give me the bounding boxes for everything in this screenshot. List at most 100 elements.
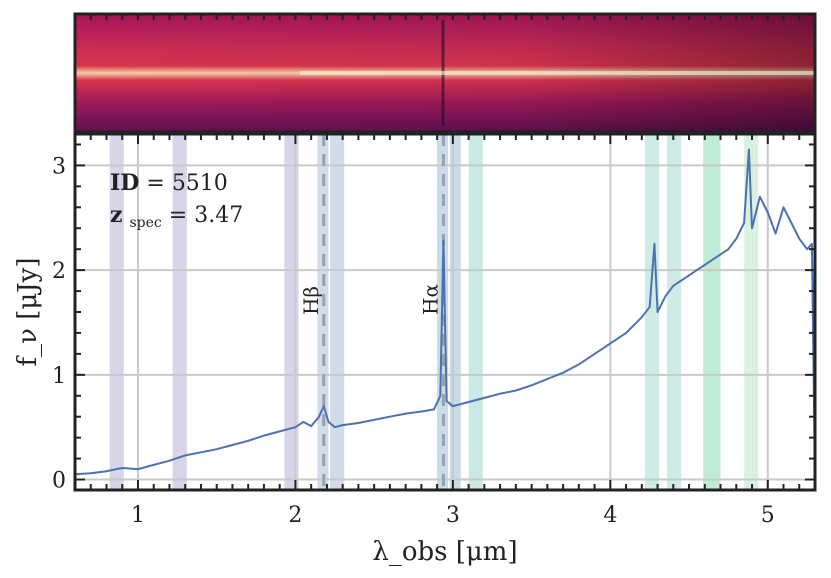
annotation-id-equals: =	[146, 171, 171, 196]
spectrum-point-49	[680, 279, 683, 282]
y-axis-label: f_ν [μJy]	[13, 258, 43, 367]
spectrum-point-19	[327, 421, 330, 423]
x-axis-label: λ_obs [μm]	[372, 537, 517, 567]
spectrum-point-41	[609, 342, 612, 345]
spectrum-point-21	[341, 424, 344, 426]
emission-line-label-0: Hβ	[299, 286, 323, 315]
spectrum-point-45	[653, 243, 656, 245]
filter-band-6	[449, 134, 461, 490]
spectrum-point-6	[168, 459, 171, 462]
spectrum-point-42	[625, 332, 627, 334]
spectrum-point-28	[439, 394, 442, 397]
spectrum-point-24	[388, 415, 391, 418]
spectrum-point-67	[810, 243, 813, 245]
spectrum-point-15	[302, 421, 305, 423]
spectrum-point-48	[672, 284, 675, 287]
spectrum-point-25	[404, 412, 407, 415]
spectrum-point-57	[743, 222, 746, 224]
spectrum-point-22	[357, 422, 360, 424]
spectrum-point-18	[322, 405, 325, 408]
spectrum-point-13	[278, 430, 281, 433]
spectrum-point-43	[640, 316, 643, 319]
spectrum-point-50	[688, 274, 690, 277]
filter-band-11	[744, 134, 759, 490]
spectrum-point-54	[719, 253, 722, 256]
annotation-id-label: ID	[110, 170, 139, 196]
spectrum-point-12	[263, 434, 265, 437]
x-tick-label-5: 5	[761, 503, 775, 528]
spectrum-point-60	[758, 195, 761, 198]
spectrum-point-8	[200, 451, 202, 454]
spectrum-point-35	[514, 389, 517, 392]
spectrum-point-34	[499, 392, 502, 395]
x-tick-label-3: 3	[446, 503, 460, 528]
spectrum-point-55	[727, 248, 730, 251]
spectrum-point-58	[747, 148, 750, 151]
spectrum-point-3	[121, 467, 124, 469]
spectrum-point-56	[735, 237, 738, 240]
annotation-z: z spec = 3.47	[110, 202, 243, 233]
spectrum-point-51	[696, 269, 698, 272]
spectrum-point-62	[774, 232, 777, 235]
x-tick-label-1: 1	[131, 503, 145, 528]
y-tick-label-3: 3	[52, 154, 66, 179]
spectrum-point-33	[483, 396, 486, 399]
y-tick-label-2: 2	[52, 259, 66, 284]
spectrum-point-65	[798, 237, 801, 240]
filter-band-9	[667, 134, 682, 490]
annotation-z-equals: =	[169, 203, 194, 228]
spectrum-point-11	[247, 439, 250, 442]
filter-band-8	[644, 134, 660, 490]
filter-band-0	[109, 134, 124, 490]
annotation-z-value: 3.47	[194, 203, 243, 228]
2d-spectrum-panel	[73, 12, 817, 134]
spectrum-point-64	[790, 222, 793, 224]
y-tick-label-0: 0	[52, 469, 66, 494]
annotation-z-label: z	[110, 202, 123, 228]
2d-spectrum-frame	[73, 12, 817, 134]
spectrum-point-4	[137, 468, 139, 470]
plot-area: Hβ Hα 1 2 3 4 5 0 1 2 3	[52, 14, 817, 528]
spectrum-point-53	[711, 258, 714, 261]
spectrum-point-9	[215, 448, 218, 451]
spectrum-point-10	[231, 444, 234, 446]
spectrum-point-23	[373, 418, 376, 421]
emission-line-label-1: Hα	[418, 284, 442, 315]
spectrum-point-7	[184, 454, 187, 457]
spectrum-point-44	[648, 305, 651, 308]
filter-band-2	[284, 134, 299, 490]
spectrum-point-27	[433, 408, 435, 411]
spectrum-point-14	[294, 426, 297, 429]
spectrum-point-26	[420, 410, 423, 413]
spectrum-point-59	[751, 227, 753, 230]
spectrum-point-20	[333, 426, 336, 429]
spectrum-point-37	[546, 378, 549, 380]
x-tick-label-4: 4	[603, 503, 617, 528]
x-tick-label-2: 2	[288, 503, 302, 528]
spectrum-point-38	[562, 371, 564, 374]
spectrum-point-63	[782, 206, 785, 209]
spectrum-point-61	[766, 211, 769, 214]
spectrum-point-2	[105, 470, 108, 473]
spectrum-point-52	[703, 263, 706, 266]
spectrum-point-1	[89, 472, 92, 475]
spectrum-point-30	[445, 400, 448, 402]
filter-band-7	[468, 134, 483, 490]
spectrum-point-5	[152, 463, 155, 466]
filter-band-10	[703, 134, 721, 490]
spectrum-point-46	[656, 311, 659, 313]
annotation-id-value: 5510	[172, 171, 228, 196]
spectrum-point-40	[593, 352, 596, 355]
filter-band-3	[317, 134, 329, 490]
spectrum-point-36	[530, 384, 533, 387]
annotation-z-subscript: spec	[130, 215, 162, 231]
spectrum-point-39	[577, 363, 580, 366]
spectrum-point-47	[664, 295, 667, 298]
spectrum-point-29	[442, 239, 445, 242]
spectrum-point-31	[451, 405, 454, 408]
spectrum-point-66	[806, 248, 809, 251]
filter-band-4	[330, 134, 345, 490]
spectrum-point-17	[318, 415, 320, 418]
y-tick-label-1: 1	[52, 364, 66, 389]
